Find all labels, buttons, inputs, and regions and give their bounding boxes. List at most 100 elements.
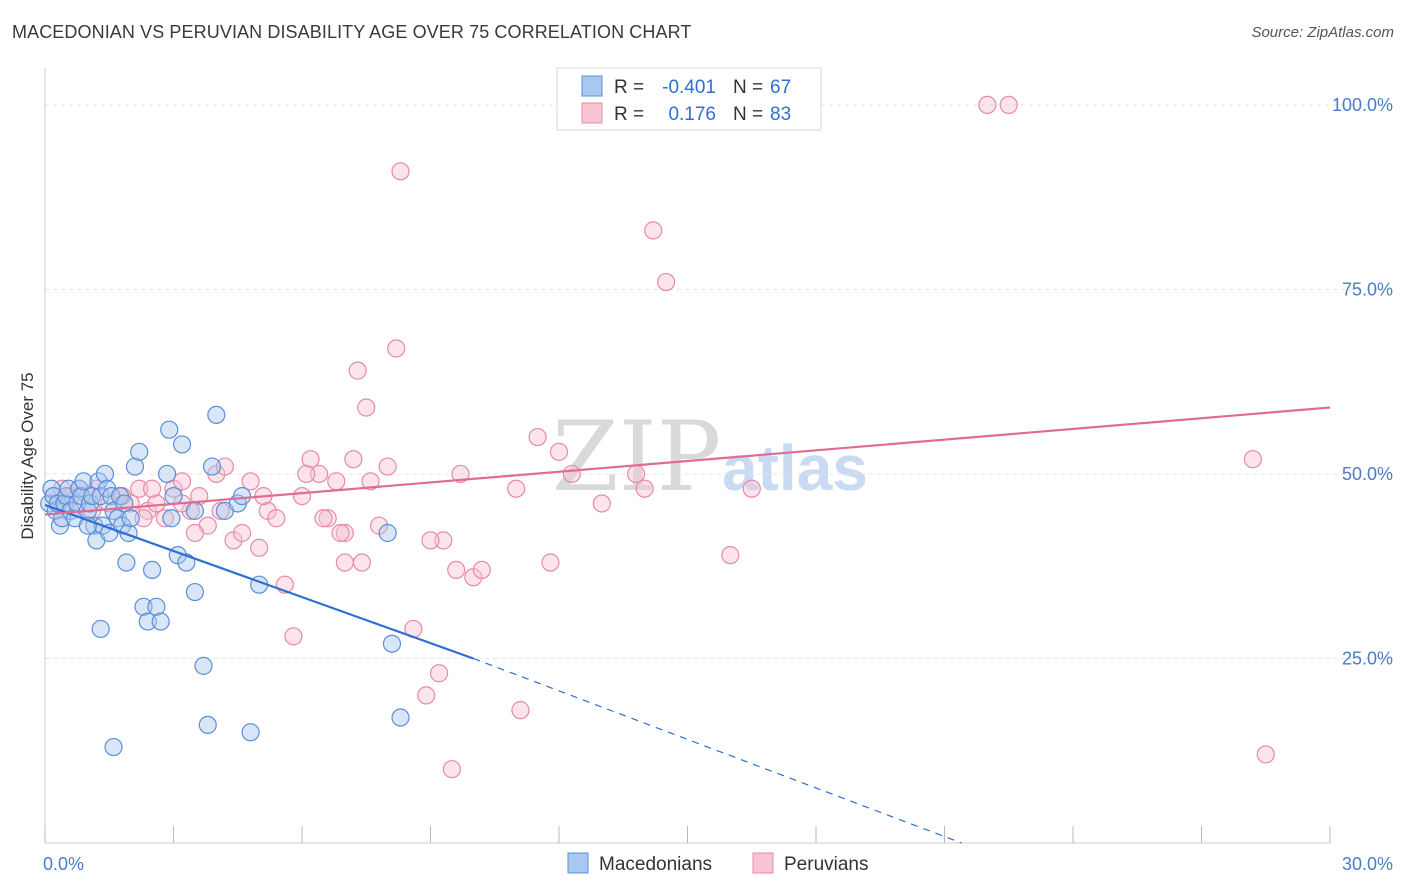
macedonian-point-42: [151, 612, 170, 631]
peruvian-point-66: [142, 479, 162, 498]
peruvian-point-9: [130, 479, 149, 498]
peruvian-point-21: [232, 523, 252, 543]
macedonian-point-41: [147, 597, 166, 616]
legend-macedonians-label: Macedonians: [599, 854, 712, 875]
peru-n-label: N =: [733, 104, 763, 125]
peruvian-point-68: [211, 501, 230, 520]
legend-peruvians-label: Peruvians: [784, 854, 869, 875]
macedonian-point-15: [74, 472, 93, 491]
peruvian-point-28: [292, 486, 312, 506]
macedonian-swatch: [581, 75, 603, 97]
peruvian-point-59: [656, 272, 676, 292]
macedonian-point-58: [241, 723, 260, 742]
watermark-zip: ZIP: [552, 401, 721, 513]
peruvian-point-77: [297, 464, 316, 484]
macedonian-trend-extension: [473, 657, 962, 844]
peruvian-point-69: [314, 509, 333, 528]
y-tick-label-3: 100.0%: [1332, 95, 1393, 115]
macedonian-point-62: [91, 619, 110, 639]
peruvian-point-36: [361, 472, 380, 491]
mac-n-value: 67: [770, 77, 791, 98]
peruvian-point-58: [644, 221, 663, 240]
macedonian-point-46: [164, 486, 183, 506]
peruvian-point-46: [447, 560, 466, 580]
peruvian-point-63: [978, 95, 997, 115]
macedonian-point-51: [194, 656, 213, 675]
macedonian-point-40: [142, 560, 162, 580]
macedonian-point-45: [162, 509, 181, 528]
peruvian-point-54: [549, 442, 569, 461]
peru-r-value: 0.176: [668, 104, 716, 125]
peruvian-point-14: [172, 472, 192, 491]
mac-r-label: R =: [614, 77, 644, 98]
peruvian-point-80: [511, 701, 530, 720]
macedonian-point-52: [198, 715, 217, 735]
peruvian-point-82: [331, 523, 350, 543]
peruvian-point-41: [387, 339, 406, 358]
mac-r-value: -0.401: [662, 77, 716, 98]
source-label: Source: ZipAtlas.com: [1251, 24, 1394, 41]
peruvian-point-62: [999, 95, 1018, 115]
macedonian-point-24: [95, 464, 115, 484]
peruvian-point-44: [417, 686, 436, 705]
grid-lines: [45, 104, 1392, 659]
macedonian-point-36: [125, 457, 145, 476]
y-axis-title: Disability Age Over 75: [18, 372, 37, 539]
macedonian-point-44: [160, 420, 179, 439]
macedonian-point-64: [382, 634, 402, 653]
macedonian-point-35: [121, 509, 140, 528]
peruvian-point-64: [1243, 450, 1263, 469]
macedonian-point-48: [172, 435, 192, 454]
x-tick-label-0: 0.0%: [43, 854, 84, 874]
peruvian-point-23: [250, 538, 269, 557]
peruvian-point-22: [241, 472, 260, 491]
peruvian-point-57: [635, 479, 654, 498]
y-tick-label-0: 25.0%: [1342, 648, 1393, 668]
peruvian-point-71: [185, 523, 205, 543]
y-tick-label-2: 75.0%: [1342, 279, 1393, 299]
macedonian-point-54: [207, 405, 226, 425]
legend-peruvians-swatch: [752, 852, 774, 874]
macedonian-point-17: [80, 494, 100, 513]
macedonian-point-61: [104, 737, 123, 757]
peruvian-point-35: [352, 553, 372, 572]
macedonian-point-63: [378, 523, 397, 543]
peruvian-point-29: [301, 450, 320, 469]
peruvian-trend-line: [44, 406, 1331, 516]
macedonian-point-38: [134, 597, 153, 616]
macedonian-point-57: [232, 486, 252, 506]
peruvian-point-81: [562, 464, 581, 484]
macedonian-point-50: [185, 582, 205, 602]
peruvian-point-49: [442, 760, 462, 779]
peruvian-point-31: [318, 509, 337, 528]
y-tick-label-1: 50.0%: [1342, 464, 1393, 484]
trend-lines: [44, 406, 1331, 844]
peruvian-point-56: [626, 464, 646, 484]
legend-macedonians-swatch: [567, 852, 589, 874]
peruvian-points: [44, 95, 1275, 779]
chart-title: MACEDONIAN VS PERUVIAN DISABILITY AGE OV…: [12, 22, 692, 42]
peru-r-label: R =: [614, 104, 644, 125]
peruvian-point-78: [421, 531, 440, 550]
tick-labels: 25.0% 50.0% 75.0% 100.0% 0.0% 30.0%: [43, 95, 1393, 874]
peruvian-point-50: [451, 464, 470, 484]
macedonian-point-33: [117, 553, 136, 572]
macedonian-point-39: [138, 612, 157, 631]
peruvian-point-65: [1256, 745, 1275, 764]
macedonian-point-37: [130, 442, 149, 461]
peruvian-point-60: [721, 546, 740, 565]
peruvian-point-61: [742, 479, 761, 498]
peruvian-point-55: [592, 494, 611, 513]
macedonian-points: [40, 405, 410, 757]
peruvian-point-79: [472, 560, 491, 580]
peruvian-point-40: [348, 361, 367, 380]
peruvian-point-72: [134, 509, 153, 528]
peruvian-point-33: [335, 523, 354, 543]
macedonian-point-53: [202, 457, 222, 476]
peruvian-point-30: [310, 464, 329, 484]
macedonian-point-22: [91, 486, 110, 506]
peruvian-point-12: [155, 509, 175, 528]
peruvian-point-32: [327, 472, 346, 491]
peruvian-swatch: [581, 102, 603, 124]
